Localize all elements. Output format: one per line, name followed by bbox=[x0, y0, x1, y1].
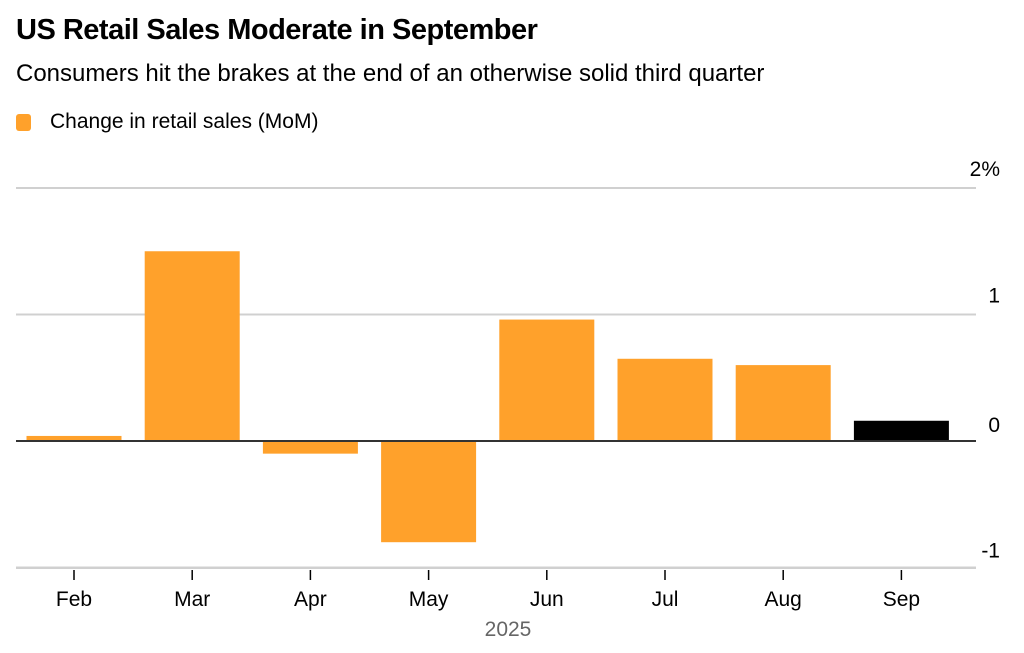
bar-mar bbox=[144, 251, 240, 441]
chart-subtitle: Consumers hit the brakes at the end of a… bbox=[16, 60, 765, 87]
x-tick-label: Mar bbox=[174, 588, 210, 611]
x-tick-label: Apr bbox=[294, 588, 327, 611]
bar-jun bbox=[499, 319, 595, 441]
bar-may bbox=[381, 441, 477, 543]
bar-sep bbox=[853, 420, 949, 441]
legend: Change in retail sales (MoM) bbox=[16, 110, 318, 134]
bar-jul bbox=[617, 358, 713, 441]
x-axis-year-label: 2025 bbox=[485, 618, 532, 641]
x-tick-label: Jun bbox=[530, 588, 564, 611]
bar-aug bbox=[735, 365, 831, 441]
bar-apr bbox=[262, 441, 358, 454]
legend-label: Change in retail sales (MoM) bbox=[50, 110, 319, 133]
y-tick-label: -1 bbox=[981, 540, 1000, 563]
x-tick-label: Jul bbox=[652, 588, 679, 611]
y-tick-label: 1 bbox=[988, 285, 1000, 308]
bar-feb bbox=[26, 435, 122, 441]
chart-title: US Retail Sales Moderate in September bbox=[16, 14, 538, 46]
y-tick-label: 2% bbox=[970, 158, 1000, 181]
legend-swatch bbox=[16, 113, 31, 131]
x-tick-label: Sep bbox=[883, 588, 920, 611]
x-tick-label: Feb bbox=[56, 588, 92, 611]
y-tick-label: 0 bbox=[988, 414, 1000, 437]
x-tick-label: Aug bbox=[765, 588, 802, 611]
x-tick-label: May bbox=[409, 588, 449, 611]
